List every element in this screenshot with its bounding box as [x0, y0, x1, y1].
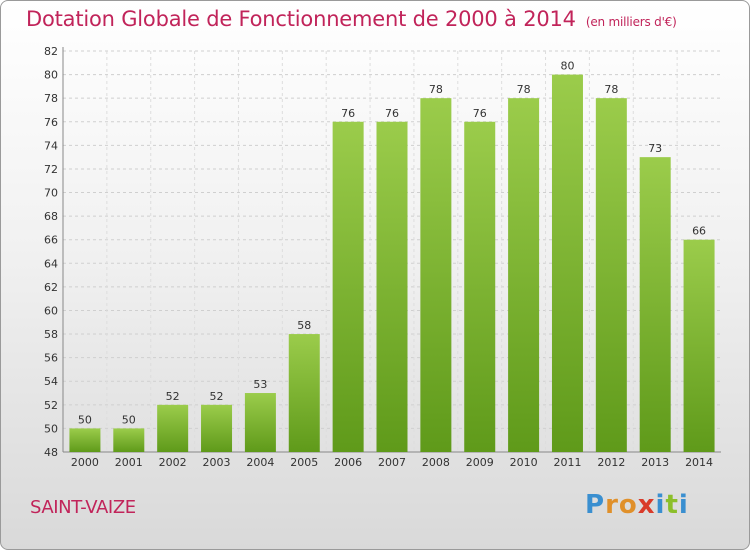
x-tick-label: 2001	[115, 456, 143, 469]
x-tick-label: 2010	[510, 456, 538, 469]
y-tick-label: 66	[44, 234, 58, 247]
logo-letter-o: o	[618, 490, 638, 520]
logo-letter-p: P	[585, 490, 606, 520]
value-label: 78	[517, 83, 531, 96]
y-tick-label: 60	[44, 304, 58, 317]
y-tick-label: 78	[44, 92, 58, 105]
y-tick-label: 74	[44, 139, 58, 152]
y-tick-label: 54	[44, 375, 58, 388]
logo-letter-i2: i	[678, 490, 689, 520]
y-tick-label: 48	[44, 446, 58, 459]
proxiti-logo: Proxiti	[585, 490, 689, 520]
bars	[69, 74, 715, 453]
value-label: 73	[648, 142, 662, 155]
bar	[508, 98, 540, 453]
x-tick-label: 2003	[203, 456, 231, 469]
bar	[69, 428, 101, 452]
bar	[376, 121, 408, 452]
value-label: 58	[297, 319, 311, 332]
x-tick-label: 2011	[553, 456, 581, 469]
bar	[157, 404, 189, 452]
y-tick-label: 82	[44, 45, 58, 58]
bar	[420, 98, 452, 453]
logo-letter-t: t	[665, 490, 679, 520]
bar	[551, 74, 583, 453]
value-label: 66	[692, 225, 706, 238]
x-tick-label: 2012	[597, 456, 625, 469]
value-label: 76	[341, 107, 355, 120]
bar	[244, 393, 276, 452]
chart-unit: (en milliers d'€)	[585, 15, 677, 29]
chart-title-text: Dotation Globale de Fonctionnement de 20…	[26, 7, 576, 31]
y-tick-label: 70	[44, 187, 58, 200]
value-label: 50	[78, 413, 92, 426]
x-tick-label: 2007	[378, 456, 406, 469]
bar	[639, 157, 671, 452]
x-tick-label: 2014	[685, 456, 713, 469]
y-tick-label: 76	[44, 116, 58, 129]
x-tick-label: 2002	[159, 456, 187, 469]
x-tick-label: 2006	[334, 456, 362, 469]
value-label: 52	[210, 390, 224, 403]
y-tick-label: 50	[44, 422, 58, 435]
x-tick-label: 2009	[466, 456, 494, 469]
labels: 50 2000 50 2001 52 2002 52 2003 53 2004 58 2005 76 20…	[71, 60, 713, 469]
value-label: 53	[253, 378, 267, 391]
value-label: 76	[473, 107, 487, 120]
commune-name: SAINT-VAIZE	[30, 497, 136, 518]
value-label: 78	[604, 83, 618, 96]
value-label: 78	[429, 83, 443, 96]
value-label: 50	[122, 413, 136, 426]
x-tick-label: 2000	[71, 456, 99, 469]
bar	[464, 121, 496, 452]
x-tick-label: 2004	[246, 456, 274, 469]
bar	[113, 428, 145, 452]
bar	[201, 404, 233, 452]
y-tick-label: 52	[44, 399, 58, 412]
bar	[595, 98, 627, 453]
x-tick-label: 2005	[290, 456, 318, 469]
y-tick-label: 80	[44, 69, 58, 82]
value-label: 80	[560, 60, 574, 73]
y-tick-label: 72	[44, 163, 58, 176]
logo-letter-x: x	[637, 490, 656, 520]
chart-title: Dotation Globale de Fonctionnement de 20…	[26, 7, 677, 31]
bar	[332, 121, 364, 452]
x-tick-label: 2008	[422, 456, 450, 469]
y-tick-label: 58	[44, 328, 58, 341]
x-tick-label: 2013	[641, 456, 669, 469]
y-tick-label: 62	[44, 281, 58, 294]
y-tick-label: 68	[44, 210, 58, 223]
bar	[288, 334, 320, 452]
logo-letter-r: r	[605, 490, 619, 520]
y-tick-label: 56	[44, 352, 58, 365]
value-label: 76	[385, 107, 399, 120]
bar	[683, 239, 715, 452]
value-label: 52	[166, 390, 180, 403]
y-tick-label: 64	[44, 257, 58, 270]
logo-letter-i: i	[655, 490, 666, 520]
